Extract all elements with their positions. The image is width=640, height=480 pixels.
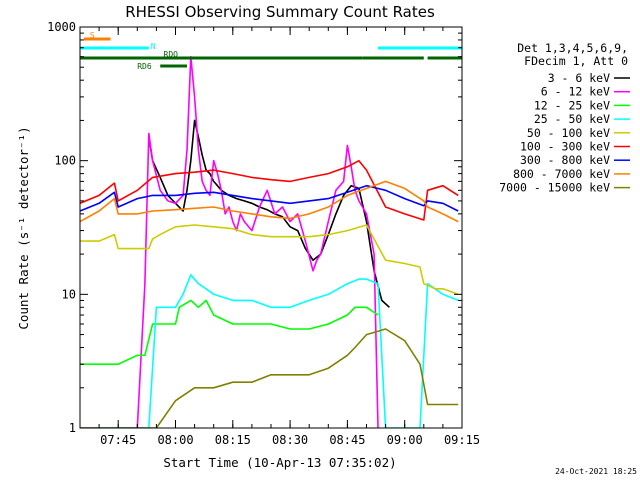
series-line-8 xyxy=(80,180,459,223)
y-axis-label: Count Rate (s⁻¹ detector⁻¹) xyxy=(16,126,31,329)
x-tick-label-2: 08:00 xyxy=(157,433,193,447)
series-line-6 xyxy=(80,159,459,221)
legend-label-3: 12 - 25 keV xyxy=(534,98,610,112)
chart-title: RHESSI Observing Summary Count Rates xyxy=(125,3,435,21)
legend-label-1: 3 - 6 keV xyxy=(548,71,610,85)
series-line-4 xyxy=(80,273,459,428)
legend-header-2: FDecim 1, Att 0 xyxy=(524,54,628,68)
x-tick-label-4: 08:30 xyxy=(272,433,308,447)
legend-label-6: 100 - 300 keV xyxy=(520,140,610,154)
axes: 07:45 08:00 08:15 08:30 08:45 09:00 09:15 1 10 10… xyxy=(47,20,480,447)
legend-label-9: 7000 - 15000 keV xyxy=(499,181,610,195)
plot-frame xyxy=(79,26,463,429)
x-tick-label-3: 08:15 xyxy=(215,433,251,447)
legend-label-4: 25 - 50 keV xyxy=(534,112,610,126)
flag-label-rd6: RD6 xyxy=(137,62,152,71)
series-line-5 xyxy=(80,224,459,296)
y-tick-label-4: 1000 xyxy=(47,20,76,34)
series-line-3 xyxy=(80,299,379,366)
legend-label-8: 800 - 7000 keV xyxy=(513,167,610,181)
flag-label-n: N xyxy=(151,42,156,51)
x-axis-label: Start Time (10-Apr-13 07:35:02) xyxy=(163,455,396,470)
series-line-9 xyxy=(80,328,459,428)
flag-label-rdo: RDO xyxy=(164,50,179,59)
flag-bars: S N RDO RD6 xyxy=(80,31,462,71)
legend: Det 1,3,4,5,6,9,FDecim 1, Att 0 3 - 6 keV… xyxy=(499,41,630,195)
x-tick-label-5: 08:45 xyxy=(329,433,365,447)
legend-label-5: 50 - 100 keV xyxy=(527,126,610,140)
series-line-2 xyxy=(80,55,379,428)
x-tick-label-7: 09:15 xyxy=(444,433,480,447)
plot-area xyxy=(80,55,459,428)
legend-header-1: Det 1,3,4,5,6,9, xyxy=(517,41,628,55)
y-tick-label-3: 100 xyxy=(54,154,76,168)
legend-label-2: 6 - 12 keV xyxy=(541,85,610,99)
timestamp-label: 24-Oct-2021 18:25 xyxy=(555,467,637,476)
series-line-1 xyxy=(148,119,390,308)
x-tick-label-6: 09:00 xyxy=(387,433,423,447)
legend-label-7: 300 - 800 keV xyxy=(520,153,610,167)
y-tick-label-1: 1 xyxy=(69,421,76,435)
flag-label-s: S xyxy=(90,31,95,40)
series-line-7 xyxy=(80,184,459,212)
x-tick-label-1: 07:45 xyxy=(100,433,136,447)
y-tick-label-2: 10 xyxy=(62,287,76,301)
